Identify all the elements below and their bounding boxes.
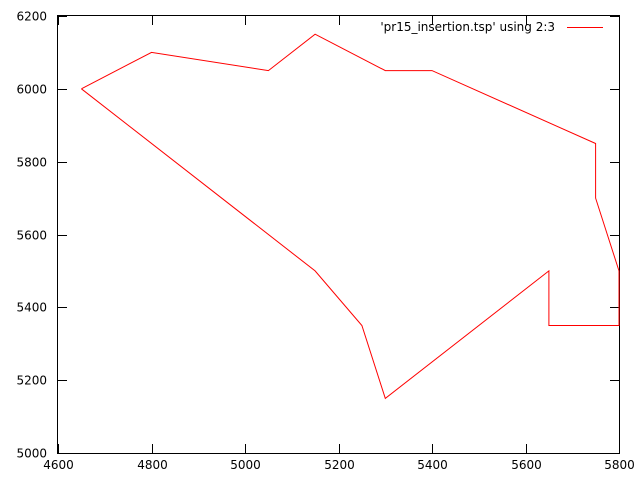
x-tick-label: 5800 [604, 458, 635, 472]
legend-label: 'pr15_insertion.tsp' using 2:3 [380, 20, 555, 34]
series-layer [81, 33, 620, 400]
y-tick-label: 5200 [16, 374, 47, 388]
legend: 'pr15_insertion.tsp' using 2:3 [380, 20, 603, 34]
axis-tick-labels: 4600 4800 5000 5200 5400 5600 5800 5000 5200 5400… [16, 10, 634, 473]
plot-frame [57, 15, 620, 454]
x-tick-label: 4800 [137, 458, 168, 472]
x-tick-label: 4600 [43, 458, 74, 472]
y-tick-label: 5400 [16, 301, 47, 315]
y-tick-label: 5000 [16, 447, 47, 461]
x-tick-label: 5000 [230, 458, 261, 472]
x-tick-label: 5600 [511, 458, 542, 472]
y-tick-label: 5800 [16, 156, 47, 170]
x-tick-label: 5200 [324, 458, 355, 472]
y-tick-label: 6200 [16, 10, 47, 24]
y-tick-label: 6000 [16, 83, 47, 97]
series-line [81, 33, 620, 400]
y-tick-label: 5600 [16, 229, 47, 243]
x-tick-label: 5400 [417, 458, 448, 472]
axis-ticks [58, 16, 620, 454]
